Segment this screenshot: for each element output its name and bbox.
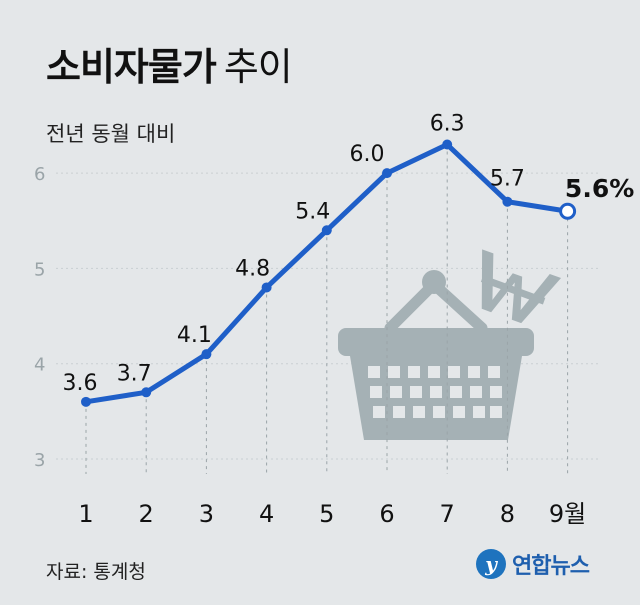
data-point [141, 387, 152, 398]
x-tick-label: 4 [259, 500, 274, 528]
x-tick-label: 2 [139, 500, 154, 528]
won-sign-icon [480, 249, 562, 324]
data-label: 4.8 [235, 256, 270, 281]
x-tick-label: 5 [319, 500, 334, 528]
data-label: 4.1 [177, 323, 212, 348]
x-tick-label: 6 [379, 500, 394, 528]
data-label: 6.3 [430, 112, 465, 137]
data-point [442, 139, 453, 150]
data-point [382, 168, 392, 179]
y-tick-label: 3 [34, 450, 45, 471]
data-point [201, 349, 212, 360]
data-point [261, 282, 272, 293]
shopping-basket-icon [338, 249, 562, 440]
source-note: 자료: 통계청 [46, 561, 146, 583]
publisher-logo: y 연합뉴스 [476, 548, 590, 580]
data-label: 3.6 [63, 371, 98, 396]
data-label: 5.4 [295, 199, 330, 224]
x-tick-label: 8 [500, 500, 515, 528]
title-bold: 소비자물가 [46, 45, 217, 89]
chart-title: 소비자물가 추이 [46, 36, 293, 91]
x-tick-label: 1 [78, 500, 93, 528]
x-tick-label: 7 [440, 500, 455, 528]
data-label: 5.7 [490, 167, 525, 192]
yonhap-logo-icon: y [476, 549, 506, 579]
y-tick-label: 6 [34, 164, 45, 185]
title-light: 추이 [223, 45, 293, 89]
data-point [502, 196, 513, 207]
logo-text: 연합뉴스 [512, 554, 590, 579]
x-tick-label: 9월 [549, 500, 586, 528]
data-point [321, 225, 332, 236]
x-tick-label: 3 [199, 500, 214, 528]
data-point-highlight [559, 202, 577, 220]
data-label: 3.7 [117, 361, 152, 386]
data-point [81, 396, 91, 407]
chart-subtitle: 전년 동월 대비 [46, 122, 176, 146]
data-label: 5.6% [565, 174, 634, 203]
data-label: 6.0 [350, 142, 385, 167]
y-tick-label: 4 [34, 355, 45, 376]
y-tick-label: 5 [34, 259, 45, 280]
